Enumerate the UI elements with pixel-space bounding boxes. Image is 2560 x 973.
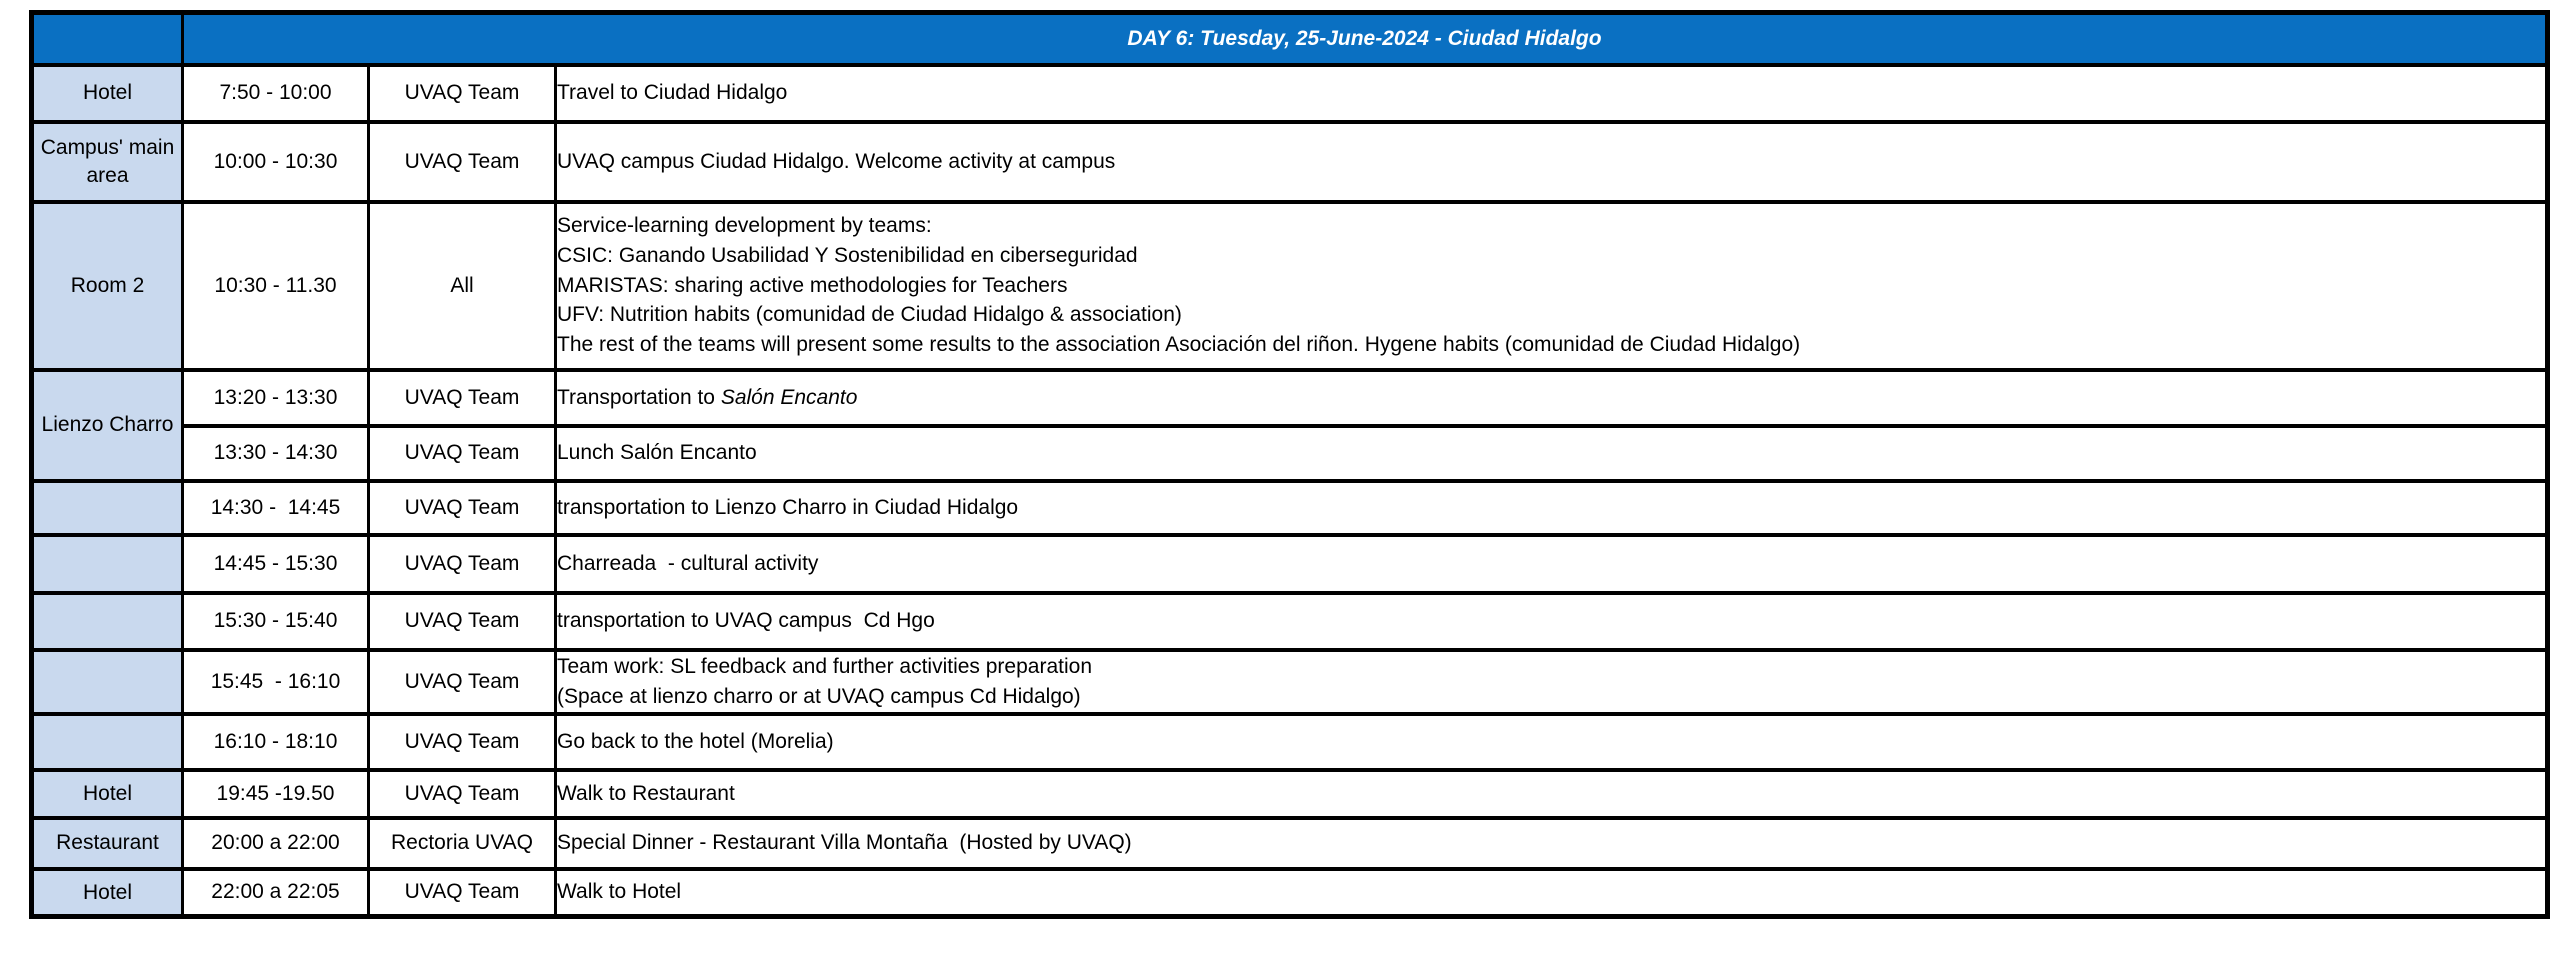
day-title: DAY 6: Tuesday, 25-June-2024 - Ciudad Hi…: [1127, 26, 1602, 50]
team-cell: UVAQ Team: [367, 647, 557, 716]
time-cell: 19:45 -19.50: [181, 767, 370, 820]
schedule-table: DAY 6: Tuesday, 25-June-2024 - Ciudad Hi…: [29, 10, 2551, 919]
location-cell: [30, 532, 184, 595]
team-cell: All: [367, 199, 557, 372]
table-row: 14:45 - 15:30 UVAQ Team Charreada - cult…: [30, 532, 2550, 595]
description-cell: Go back to the hotel (Morelia): [553, 711, 2550, 772]
description-cell: Walk to Restaurant: [553, 767, 2550, 820]
table-row: 15:30 - 15:40 UVAQ Team transportation t…: [30, 590, 2550, 652]
day-header-row: DAY 6: Tuesday, 25-June-2024 - Ciudad Hi…: [30, 10, 2550, 67]
location-cell: [30, 711, 184, 772]
team-cell: UVAQ Team: [367, 532, 557, 595]
location-cell: Restaurant: [30, 815, 184, 871]
description-cell: Lunch Salón Encanto: [553, 423, 2550, 483]
location-cell: [30, 478, 184, 537]
team-cell: UVAQ Team: [367, 478, 557, 537]
team-cell: UVAQ Team: [367, 423, 557, 483]
team-cell: UVAQ Team: [367, 767, 557, 820]
time-cell: 15:30 - 15:40: [181, 590, 370, 652]
location-cell: Campus' main area: [30, 119, 184, 204]
time-cell: 16:10 - 18:10: [181, 711, 370, 772]
team-cell: UVAQ Team: [367, 367, 557, 428]
team-cell: UVAQ Team: [367, 866, 557, 919]
time-cell: 20:00 a 22:00: [181, 815, 370, 871]
table-row: Hotel 22:00 a 22:05 UVAQ Team Walk to Ho…: [30, 866, 2550, 919]
time-cell: 15:45 - 16:10: [181, 647, 370, 716]
location-cell: [30, 590, 184, 652]
team-cell: Rectoria UVAQ: [367, 815, 557, 871]
description-cell: Special Dinner - Restaurant Villa Montañ…: [553, 815, 2550, 871]
time-cell: 22:00 a 22:05: [181, 866, 370, 919]
time-cell: 14:30 - 14:45: [181, 478, 370, 537]
time-cell: 10:00 - 10:30: [181, 119, 370, 204]
location-cell: Hotel: [30, 62, 184, 124]
description-cell: Charreada - cultural activity: [553, 532, 2550, 595]
table-row: Campus' main area 10:00 - 10:30 UVAQ Tea…: [30, 119, 2550, 204]
time-cell: 13:30 - 14:30: [181, 423, 370, 483]
team-cell: UVAQ Team: [367, 711, 557, 772]
description-cell: Transportation to Salón Encanto: [553, 367, 2550, 428]
location-cell: Hotel: [30, 866, 184, 919]
location-header-cell: [30, 10, 184, 67]
time-cell: 7:50 - 10:00: [181, 62, 370, 124]
time-cell: 13:20 - 13:30: [181, 367, 370, 428]
team-cell: UVAQ Team: [367, 62, 557, 124]
day-title-banner: DAY 6: Tuesday, 25-June-2024 - Ciudad Hi…: [180, 10, 2550, 67]
location-cell: Hotel: [30, 767, 184, 820]
description-cell: UVAQ campus Ciudad Hidalgo. Welcome acti…: [553, 119, 2550, 204]
location-cell: [30, 647, 184, 716]
table-row: Hotel 19:45 -19.50 UVAQ Team Walk to Res…: [30, 767, 2550, 820]
description-text-italic: Salón Encanto: [720, 385, 858, 409]
time-cell: 14:45 - 15:30: [181, 532, 370, 595]
location-cell: Room 2: [30, 199, 184, 372]
table-row: Lienzo Charro 13:20 - 13:30 UVAQ Team Tr…: [30, 367, 2550, 483]
table-row: Room 2 10:30 - 11.30 All Service-learnin…: [30, 199, 2550, 372]
description-cell: Walk to Hotel: [553, 866, 2550, 919]
table-row: 16:10 - 18:10 UVAQ Team Go back to the h…: [30, 711, 2550, 772]
table-row: Restaurant 20:00 a 22:00 Rectoria UVAQ S…: [30, 815, 2550, 871]
description-cell: Team work: SL feedback and further activ…: [553, 647, 2550, 716]
description-cell: transportation to Lienzo Charro in Ciuda…: [553, 478, 2550, 537]
description-text: Transportation to: [557, 385, 721, 409]
table-row: 14:30 - 14:45 UVAQ Team transportation t…: [30, 478, 2550, 537]
table-row: Hotel 7:50 - 10:00 UVAQ Team Travel to C…: [30, 62, 2550, 124]
description-cell: transportation to UVAQ campus Cd Hgo: [553, 590, 2550, 652]
time-cell: 10:30 - 11.30: [181, 199, 370, 372]
description-cell: Service-learning development by teams: C…: [553, 199, 2550, 372]
location-cell-merged: Lienzo Charro: [30, 367, 184, 483]
table-row: 15:45 - 16:10 UVAQ Team Team work: SL fe…: [30, 647, 2550, 716]
team-cell: UVAQ Team: [367, 119, 557, 204]
team-cell: UVAQ Team: [367, 590, 557, 652]
description-cell: Travel to Ciudad Hidalgo: [553, 62, 2550, 124]
table-row: 13:30 - 14:30 UVAQ Team Lunch Salón Enca…: [32, 423, 2550, 483]
